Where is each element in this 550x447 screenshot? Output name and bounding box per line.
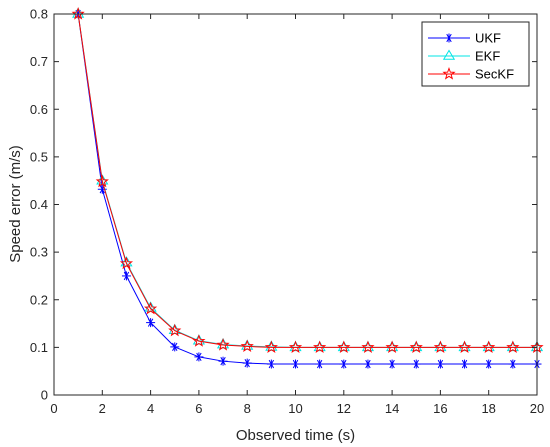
x-axis-title: Observed time (s) [236, 427, 355, 444]
data-point-ukf [266, 359, 276, 369]
data-point-seckf [482, 340, 496, 353]
x-tick-label: 12 [337, 401, 351, 416]
data-point-ukf [170, 342, 180, 352]
data-point-seckf [144, 301, 158, 315]
legend-label: EKF [475, 49, 500, 64]
legend-item-ekf: EKF [428, 49, 500, 64]
y-tick-label: 0.7 [30, 54, 48, 69]
data-point-seckf [288, 340, 303, 353]
x-tick-label: 6 [195, 401, 202, 416]
data-point-seckf [192, 334, 206, 347]
data-point-ekf [385, 340, 399, 352]
x-axis: 0 2 4 6 8 10 12 14 16 18 20 [50, 14, 544, 416]
data-point-ukf [121, 271, 131, 281]
data-point-ekf [482, 340, 495, 352]
y-tick-label: 0 [41, 388, 48, 403]
y-tick-label: 0.4 [30, 197, 48, 212]
data-point-seckf [168, 323, 182, 337]
data-point-ekf [434, 340, 447, 352]
data-point-ukf [194, 352, 204, 362]
data-point-ekf [337, 340, 350, 352]
legend-label: SecKF [475, 67, 514, 82]
data-point-seckf [506, 340, 520, 353]
y-tick-label: 0.5 [30, 149, 48, 164]
data-point-ukf [146, 318, 156, 328]
data-point-ekf [289, 340, 302, 352]
x-tick-label: 4 [147, 401, 154, 416]
data-point-ukf [460, 359, 470, 369]
legend-label: UKF [475, 31, 501, 46]
legend-box [421, 21, 530, 87]
x-tick-label: 0 [50, 401, 57, 416]
data-point-ekf [506, 340, 519, 352]
data-point-seckf [361, 340, 375, 353]
data-point-seckf [409, 340, 423, 353]
data-point-seckf [264, 340, 278, 353]
data-point-seckf [337, 340, 351, 353]
y-axis: 0 0.1 0.2 0.3 0.4 0.5 0.6 0.7 0.8 [30, 7, 537, 403]
data-point-seckf [313, 340, 327, 353]
data-point-ukf [484, 359, 494, 369]
x-tick-label: 10 [288, 401, 302, 416]
data-point-ukf [291, 359, 300, 369]
data-point-seckf [457, 340, 472, 353]
data-point-seckf [71, 7, 85, 20]
data-point-ukf [242, 358, 252, 368]
y-tick-label: 0.2 [30, 292, 48, 307]
data-point-seckf [385, 340, 399, 353]
data-point-seckf [216, 338, 230, 351]
legend-item-seckf: SecKF [428, 67, 514, 82]
x-tick-label: 18 [481, 401, 495, 416]
data-point-ukf [315, 359, 325, 369]
y-tick-label: 0.1 [30, 340, 48, 355]
data-point-ukf [435, 359, 445, 369]
legend-swatch-marker [442, 67, 456, 80]
legend-item-ukf: UKF [428, 31, 501, 46]
data-point-ukf [363, 359, 373, 369]
x-tick-label: 14 [385, 401, 399, 416]
x-tick-label: 16 [433, 401, 447, 416]
data-point-ekf [361, 340, 375, 352]
legend-swatch-marker [444, 33, 454, 43]
y-tick-label: 0.6 [30, 102, 48, 117]
data-point-ukf [218, 356, 228, 366]
series-seckf [71, 7, 544, 353]
data-point-ekf [410, 340, 423, 352]
data-point-ukf [508, 359, 518, 369]
data-point-seckf [433, 340, 447, 353]
x-tick-label: 8 [244, 401, 251, 416]
legend-swatch-marker [442, 49, 456, 60]
data-point-seckf [240, 339, 254, 353]
y-tick-label: 0.3 [30, 245, 48, 260]
legend: UKF EKF SecKF [421, 21, 530, 87]
data-point-ekf [458, 340, 471, 352]
data-point-ukf [387, 359, 397, 369]
series-layer [71, 7, 544, 369]
data-point-ukf [411, 359, 421, 369]
data-point-ukf [339, 359, 349, 369]
x-tick-label: 2 [99, 401, 106, 416]
data-point-seckf [95, 174, 109, 188]
data-point-ekf [313, 340, 326, 352]
x-tick-label: 20 [530, 401, 544, 416]
data-point-seckf [119, 256, 134, 270]
y-axis-title: Speed error (m/s) [7, 145, 24, 263]
series-line-seckf [77, 13, 537, 348]
y-tick-label: 0.8 [30, 7, 48, 22]
